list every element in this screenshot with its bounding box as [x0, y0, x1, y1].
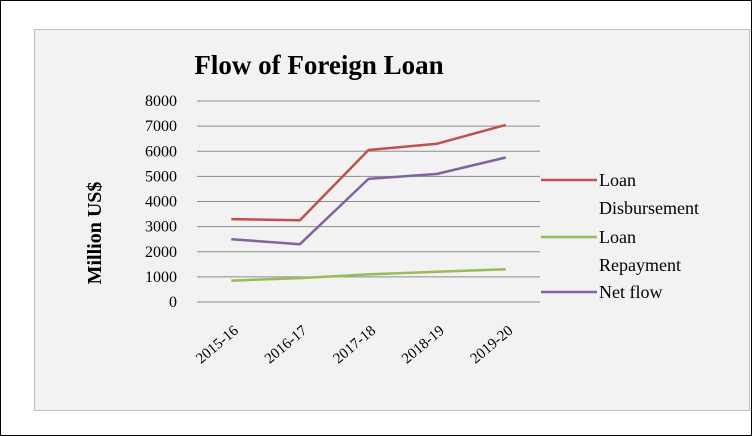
- y-tick-label: 7000: [145, 118, 177, 135]
- y-tick-label: 8000: [145, 93, 177, 110]
- x-tick-label: 2016-17: [262, 322, 311, 367]
- y-tick-label: 1000: [145, 269, 177, 286]
- chart-area: Flow of Foreign Loan Million US$ 0 1000 20…: [34, 29, 750, 411]
- x-tick-label: 2018-19: [399, 323, 448, 367]
- legend: Loan Disbursement Loan Repayment Net flow: [541, 170, 699, 302]
- y-tick-label: 0: [169, 294, 177, 311]
- y-tick-label: 4000: [145, 194, 177, 211]
- y-tick-label: 6000: [145, 143, 177, 160]
- legend-label: Disbursement: [599, 198, 699, 218]
- grid: [197, 100, 540, 303]
- line-chart: Flow of Foreign Loan Million US$ 0 1000 20…: [84, 50, 699, 367]
- x-tick-label: 2015-16: [193, 322, 242, 367]
- x-axis-ticks: 2015-16 2016-17 2017-18 2018-19 2019-20: [193, 322, 516, 367]
- series-line-1: [231, 268, 506, 282]
- legend-label: Net flow: [599, 282, 662, 302]
- series-lines: [231, 123, 507, 282]
- y-tick-label: 3000: [145, 219, 177, 236]
- x-tick-label: 2019-20: [468, 323, 517, 367]
- y-axis-ticks: 0 1000 2000 3000 4000 5000 6000 7000 8000: [145, 93, 177, 311]
- legend-label: Loan: [599, 170, 636, 190]
- legend-label: Repayment: [599, 255, 681, 275]
- series-line-2: [231, 156, 506, 246]
- chart-title: Flow of Foreign Loan: [194, 50, 443, 80]
- legend-label: Loan: [599, 227, 636, 247]
- y-tick-label: 5000: [145, 168, 177, 185]
- series-line-0: [231, 123, 507, 222]
- x-tick-label: 2017-18: [330, 323, 379, 367]
- y-tick-label: 2000: [145, 244, 177, 261]
- y-axis-label: Million US$: [84, 182, 106, 285]
